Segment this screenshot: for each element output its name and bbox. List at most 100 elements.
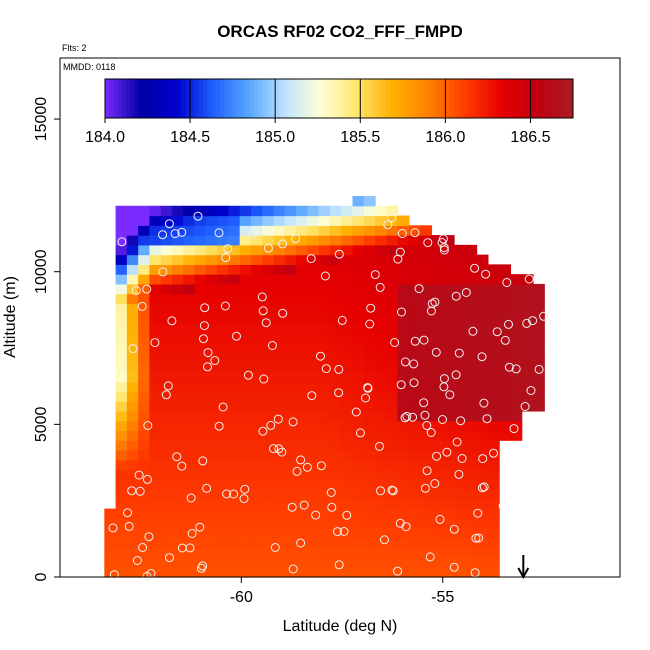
heatmap-cell: [329, 479, 342, 490]
heatmap-cell: [397, 313, 410, 324]
heatmap-cell: [341, 371, 354, 383]
heatmap-cell: [510, 313, 523, 324]
heatmap-cell: [341, 528, 354, 539]
heatmap-cell: [273, 371, 286, 383]
colorbar-swatch: [194, 79, 200, 118]
heatmap-cell: [465, 254, 478, 265]
sample-point: [142, 474, 152, 484]
heatmap-cell: [465, 498, 478, 510]
colorbar-swatch: [347, 79, 353, 118]
heatmap-cell: [284, 537, 297, 549]
heatmap-cell: [126, 244, 139, 256]
heatmap-cell: [386, 215, 399, 226]
heatmap-cell: [329, 274, 342, 285]
heatmap-cell: [172, 274, 184, 285]
heatmap-cell: [397, 342, 410, 353]
heatmap-cell: [454, 508, 466, 519]
heatmap-cell: [420, 420, 433, 432]
heatmap-cell: [104, 528, 117, 539]
sample-point: [387, 485, 397, 495]
heatmap-cell: [138, 498, 151, 510]
heatmap-cell: [273, 518, 286, 529]
sample-point: [177, 227, 187, 237]
heatmap-cell: [284, 430, 297, 441]
heatmap-cell: [352, 303, 365, 314]
heatmap-cell: [160, 362, 173, 373]
heatmap-cell: [160, 479, 173, 490]
heatmap-cell: [408, 362, 421, 373]
heatmap-cell: [386, 352, 399, 363]
heatmap-cell: [138, 410, 151, 422]
heatmap-cell: [307, 459, 320, 471]
sample-point: [232, 331, 241, 341]
sample-point: [185, 543, 195, 553]
heatmap-cell: [318, 362, 331, 373]
heatmap-cell: [239, 489, 252, 500]
heatmap-cell: [397, 489, 410, 500]
heatmap-cell: [284, 557, 297, 568]
colorbar-swatch: [181, 79, 187, 118]
colorbar-tick-label: 185.5: [340, 129, 380, 146]
heatmap-cell: [352, 440, 365, 451]
heatmap-cell: [465, 244, 478, 256]
heatmap-cell: [250, 274, 263, 285]
heatmap-cell: [183, 254, 196, 265]
heatmap-cell: [318, 410, 331, 422]
colorbar-swatch: [139, 79, 144, 118]
heatmap-cell: [487, 332, 500, 344]
heatmap-cell: [138, 430, 151, 441]
heatmap-cell: [454, 537, 466, 549]
heatmap-cell: [341, 547, 354, 559]
sample-point: [334, 560, 344, 570]
plot-frame: [59, 57, 621, 578]
heatmap-cell: [329, 450, 342, 461]
heatmap-cell: [397, 498, 410, 510]
heatmap-cell: [284, 313, 297, 324]
heatmap-cell: [284, 401, 297, 412]
heatmap-cell: [408, 293, 421, 305]
heatmap-cell: [329, 528, 342, 539]
heatmap-cell: [115, 459, 128, 471]
heatmap-cell: [149, 225, 162, 236]
heatmap-cell: [250, 440, 263, 451]
heatmap-cell: [454, 274, 466, 285]
heatmap-cell: [431, 362, 444, 373]
heatmap-cell: [487, 518, 500, 529]
heatmap-cell: [442, 332, 455, 344]
heatmap-cell: [499, 332, 512, 344]
heatmap-cell: [228, 557, 241, 568]
heatmap-cell: [284, 450, 297, 461]
heatmap-cell: [205, 264, 218, 275]
heatmap-cell: [375, 410, 387, 422]
sample-point: [316, 351, 325, 361]
heatmap-cell: [273, 303, 286, 314]
sample-point: [288, 564, 298, 574]
heatmap-cell: [454, 401, 466, 412]
sample-point: [202, 483, 212, 493]
heatmap-cell: [104, 547, 117, 559]
heatmap-cell: [138, 537, 151, 549]
heatmap-cell: [397, 381, 410, 392]
heatmap-cell: [476, 410, 489, 422]
heatmap-cell: [408, 225, 421, 236]
heatmap-cell: [329, 303, 342, 314]
heatmap-cell: [397, 274, 410, 285]
heatmap-cell: [487, 430, 500, 441]
heatmap-cell: [250, 518, 263, 529]
heatmap-cell: [352, 381, 365, 392]
heatmap-cell: [510, 274, 523, 285]
colorbar-swatch: [215, 79, 221, 118]
heatmap-cell: [126, 362, 139, 373]
heatmap-cell: [375, 313, 387, 324]
heatmap-cell: [431, 342, 444, 353]
heatmap-cell: [126, 450, 139, 461]
heatmap-cell: [284, 225, 297, 236]
heatmap-cell: [442, 450, 455, 461]
sample-point: [195, 522, 205, 532]
sample-point: [278, 308, 288, 318]
heatmap-cell: [363, 459, 376, 471]
heatmap-cell: [115, 410, 128, 422]
heatmap-cell: [363, 547, 376, 559]
heatmap-cell: [228, 518, 241, 529]
heatmap-cell: [363, 381, 376, 392]
